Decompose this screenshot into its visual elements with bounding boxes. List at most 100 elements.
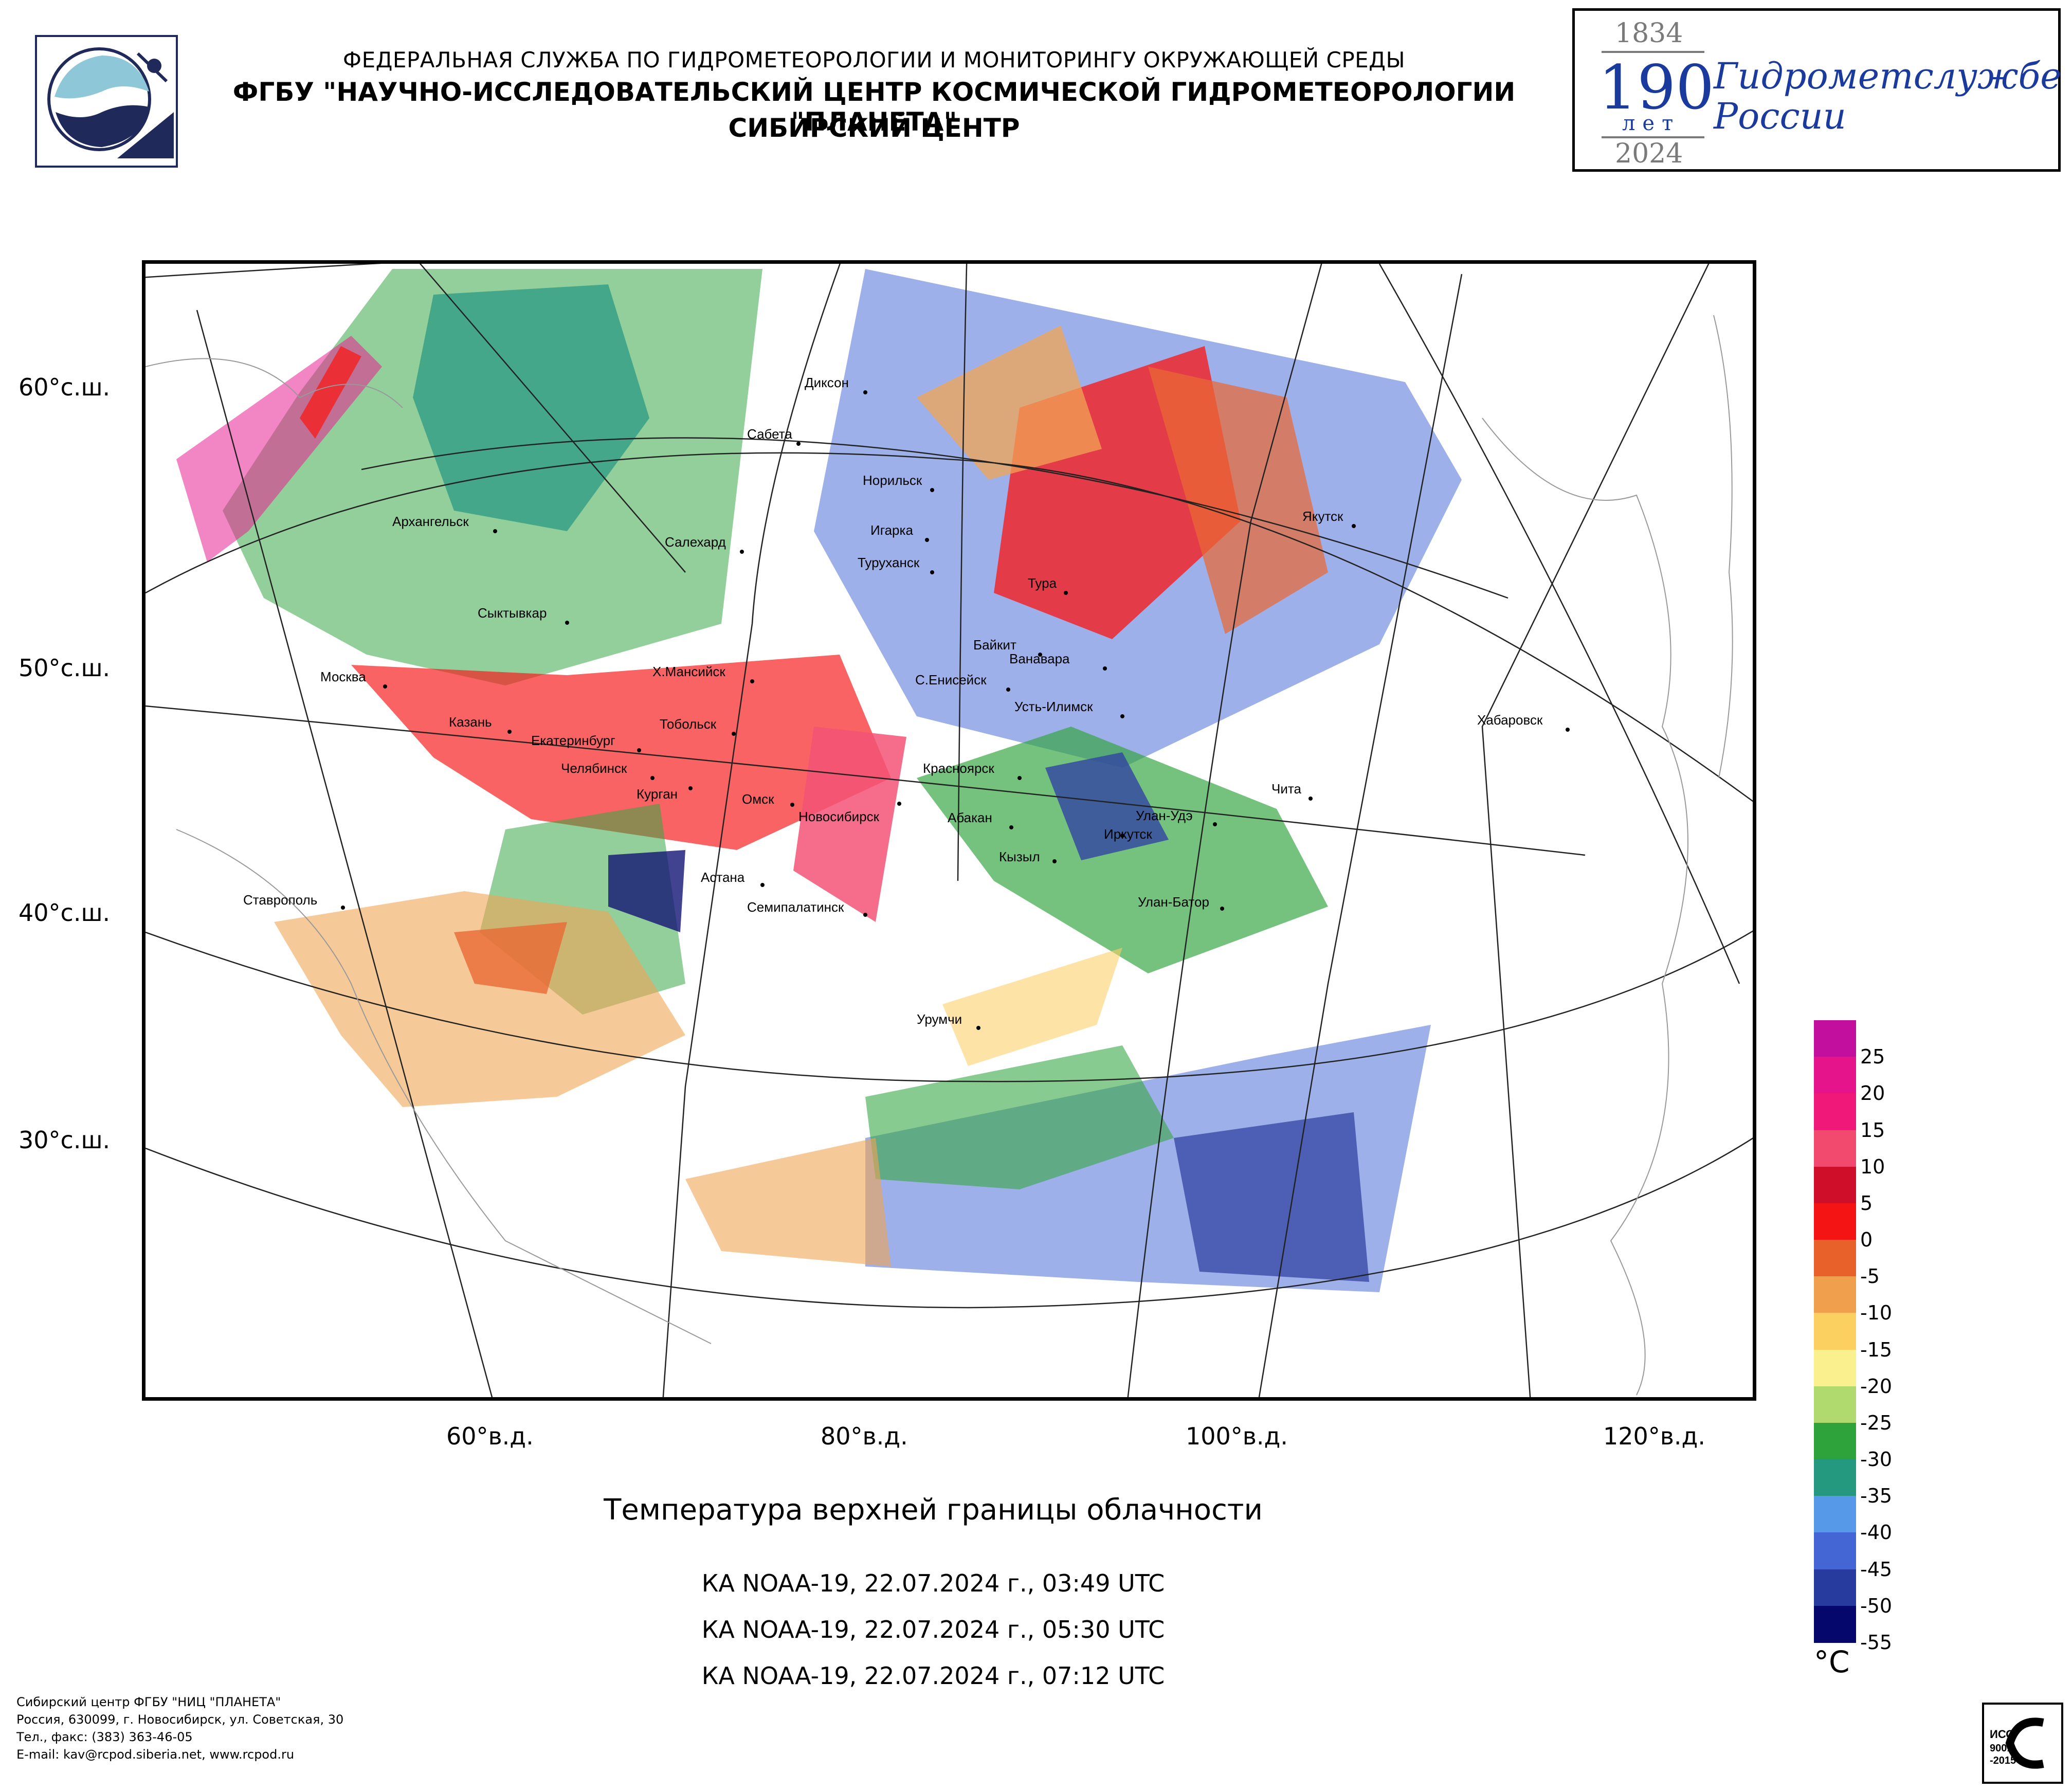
- iso-text-1: ИСО: [1990, 1728, 2014, 1741]
- legend-swatch: [1814, 1057, 1856, 1094]
- legend-label: 5: [1860, 1191, 1873, 1215]
- svg-text:Хабаровск: Хабаровск: [1477, 712, 1543, 728]
- lon-label-100: 100°в.д.: [1186, 1422, 1288, 1450]
- cloud-fields: [176, 269, 1462, 1292]
- temperature-legend: [1814, 1020, 1856, 1643]
- legend-label: -50: [1860, 1594, 1893, 1617]
- legend-swatch: [1814, 1240, 1856, 1277]
- svg-text:Чита: Чита: [1271, 781, 1301, 797]
- legend-swatch: [1814, 1605, 1856, 1643]
- legend-label: -15: [1860, 1338, 1893, 1361]
- svg-text:Омск: Омск: [742, 791, 774, 807]
- legend-swatch: [1814, 1459, 1856, 1497]
- svg-text:Ставрополь: Ставрополь: [243, 892, 317, 908]
- svg-text:Казань: Казань: [449, 714, 492, 730]
- city-s-eniseysk: С.Енисейск: [915, 672, 1010, 692]
- legend-swatch: [1814, 1276, 1856, 1314]
- legend-label: -10: [1860, 1301, 1893, 1325]
- svg-text:Тобольск: Тобольск: [660, 716, 717, 732]
- svg-text:Туруханск: Туруханск: [858, 555, 920, 570]
- lon-label-80: 80°в.д.: [821, 1422, 908, 1450]
- svg-text:Тура: Тура: [1028, 575, 1057, 591]
- header-institute: ФГБУ "НАУЧНО-ИССЛЕДОВАТЕЛЬСКИЙ ЦЕНТР КОС…: [232, 77, 1516, 137]
- map-title: Температура верхней границы облачности: [604, 1493, 1263, 1527]
- city-irkutsk: Иркутск: [1104, 826, 1152, 842]
- planeta-logo: [35, 35, 178, 168]
- svg-text:Игарка: Игарка: [870, 522, 913, 538]
- svg-text:Курган: Курган: [637, 786, 678, 802]
- pass-info-1: КА NOAA-19, 22.07.2024 г., 03:49 UTC: [701, 1569, 1165, 1597]
- city-baykit: Байкит: [973, 637, 1042, 657]
- lon-label-120: 120°в.д.: [1603, 1422, 1705, 1450]
- svg-text:Норильск: Норильск: [863, 473, 922, 488]
- iso-text-3: -2015: [1990, 1755, 2016, 1766]
- svg-text:Сыктывкар: Сыктывкар: [478, 605, 547, 621]
- city-vanavara: Ванавара: [1009, 651, 1107, 671]
- legend-swatch: [1814, 1313, 1856, 1350]
- svg-text:Абакан: Абакан: [948, 810, 992, 825]
- svg-text:Сабета: Сабета: [747, 426, 792, 442]
- anniversary-line1: Гидрометслужбе: [1714, 55, 2062, 97]
- city-kyzyl: Кызыл: [999, 849, 1057, 864]
- legend-swatch: [1814, 1532, 1856, 1570]
- city-stavropol: Ставрополь: [243, 892, 345, 910]
- anniversary-year-end: 2024: [1615, 138, 1683, 169]
- lat-label-50: 50°с.ш.: [19, 654, 111, 682]
- anniversary-number: 190: [1598, 52, 1715, 123]
- svg-text:Семипалатинск: Семипалатинск: [747, 899, 844, 915]
- city-yekaterinburg: Екатеринбург: [531, 733, 641, 752]
- svg-text:Улан-Батор: Улан-Батор: [1138, 894, 1209, 910]
- anniversary-unit: лет: [1622, 112, 1681, 135]
- legend-label: -45: [1860, 1558, 1893, 1581]
- address-line-1: Сибирский центр ФГБУ "НИЦ "ПЛАНЕТА": [16, 1695, 281, 1709]
- city-yakutsk: Якутск: [1302, 509, 1356, 528]
- iso-text-2: 9001: [1990, 1743, 2013, 1754]
- cloud-top-temperature-map: Диксон Сабета Норильск Игарка Туруханск …: [142, 260, 1756, 1401]
- legend-swatch: [1814, 1130, 1856, 1167]
- legend-label: -25: [1860, 1411, 1893, 1434]
- city-markers: Диксон Сабета Норильск Игарка Туруханск …: [243, 375, 1570, 1030]
- svg-text:Х.Мансийск: Х.Мансийск: [652, 664, 725, 679]
- city-syktyvkar: Сыктывкар: [478, 605, 569, 625]
- svg-text:Усть-Илимск: Усть-Илимск: [1014, 699, 1093, 714]
- city-chelyabinsk: Челябинск: [561, 761, 655, 780]
- city-sabeta: Сабета: [747, 426, 801, 446]
- lat-label-30: 30°с.ш.: [19, 1126, 111, 1154]
- svg-text:Байкит: Байкит: [973, 637, 1016, 653]
- svg-text:Архангельск: Архангельск: [392, 514, 469, 529]
- city-khabarovsk: Хабаровск: [1477, 712, 1570, 732]
- city-kazan: Казань: [449, 714, 512, 734]
- header-center: СИБИРСКИЙ ЦЕНТР: [728, 113, 1020, 143]
- legend-swatch: [1814, 1349, 1856, 1387]
- city-krasnoyarsk: Красноярск: [923, 761, 1022, 780]
- svg-text:Екатеринбург: Екатеринбург: [531, 733, 615, 748]
- legend-label: -30: [1860, 1448, 1893, 1471]
- legend-swatch: [1814, 1166, 1856, 1204]
- pass-info-3: КА NOAA-19, 22.07.2024 г., 07:12 UTC: [701, 1662, 1165, 1690]
- legend-label: -35: [1860, 1485, 1893, 1508]
- svg-text:Иркутск: Иркутск: [1104, 826, 1152, 842]
- address-line-4[interactable]: E-mail: kav@rcpod.siberia.net, www.rcpod…: [16, 1747, 295, 1762]
- header-agency: ФЕДЕРАЛЬНАЯ СЛУЖБА ПО ГИДРОМЕТЕОРОЛОГИИ …: [342, 47, 1406, 73]
- city-norilsk: Норильск: [863, 473, 934, 492]
- svg-text:Урумчи: Урумчи: [917, 1011, 962, 1027]
- pass-info-2: КА NOAA-19, 22.07.2024 г., 05:30 UTC: [701, 1616, 1165, 1643]
- map-canvas: Диксон Сабета Норильск Игарка Туруханск …: [146, 264, 1753, 1397]
- legend-swatch: [1814, 1020, 1856, 1058]
- city-tobolsk: Тобольск: [660, 716, 736, 736]
- svg-text:Астана: Астана: [701, 870, 745, 885]
- anniversary-year-start: 1834: [1615, 18, 1683, 49]
- city-urumqi: Урумчи: [917, 1011, 980, 1030]
- legend-label: 15: [1860, 1118, 1885, 1142]
- anniversary-line2: России: [1714, 95, 1846, 137]
- city-kurgan: Курган: [637, 786, 693, 802]
- address-line-3: Тел., факс: (383) 363-46-05: [16, 1730, 193, 1744]
- lon-label-60: 60°в.д.: [446, 1422, 534, 1450]
- city-salekhard: Салехард: [665, 534, 744, 554]
- city-tura: Тура: [1028, 575, 1068, 595]
- svg-text:Челябинск: Челябинск: [561, 761, 627, 776]
- city-arkhangelsk: Архангельск: [392, 514, 497, 533]
- city-ulan-bator: Улан-Батор: [1138, 894, 1224, 911]
- legend-swatch: [1814, 1422, 1856, 1460]
- graticule: [146, 264, 1753, 1397]
